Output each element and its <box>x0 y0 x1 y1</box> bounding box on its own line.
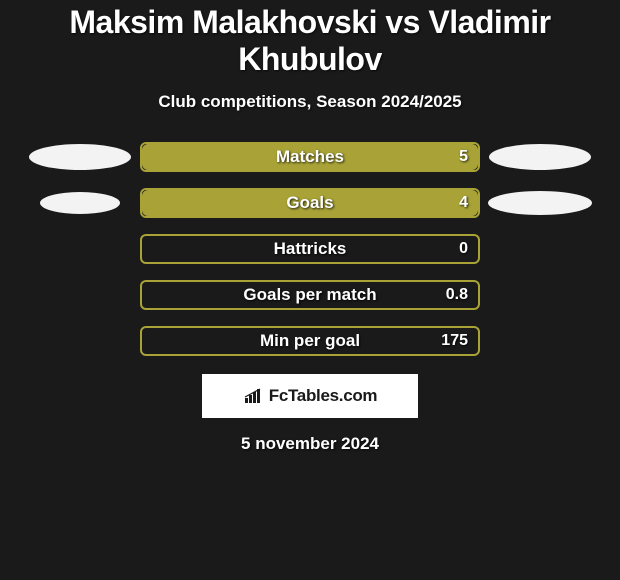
bar-chart-icon <box>243 387 265 405</box>
stat-bar-label: Goals per match <box>243 285 376 305</box>
player-photo-placeholder <box>488 191 592 215</box>
stat-row: Hattricks 0 <box>10 234 610 264</box>
stat-bar: Hattricks 0 <box>140 234 480 264</box>
date-label: 5 november 2024 <box>0 434 620 454</box>
stat-value-right: 0.8 <box>446 286 468 304</box>
stat-row: Min per goal 175 <box>10 326 610 356</box>
stat-bar: Goals per match 0.8 <box>140 280 480 310</box>
player-photo-placeholder <box>489 144 591 170</box>
stat-row: Goals 4 <box>10 188 610 218</box>
stat-bar: Goals 4 <box>140 188 480 218</box>
right-avatar-slot <box>480 191 600 215</box>
stat-value-right: 4 <box>459 194 468 212</box>
logo-box: FcTables.com <box>202 374 418 418</box>
stat-value-right: 0 <box>459 240 468 258</box>
stat-bar: Matches 5 <box>140 142 480 172</box>
player-photo-placeholder <box>40 192 120 214</box>
stats-chart: Matches 5 Goals 4 Hattricks 0 Goals per match 0… <box>0 142 620 356</box>
stat-bar-label: Hattricks <box>274 239 347 259</box>
stat-bar-label: Goals <box>286 193 333 213</box>
player-photo-placeholder <box>29 144 131 170</box>
infographic-container: Maksim Malakhovski vs Vladimir Khubulov … <box>0 0 620 454</box>
subtitle: Club competitions, Season 2024/2025 <box>0 92 620 112</box>
right-avatar-slot <box>480 144 600 170</box>
stat-value-right: 175 <box>441 332 468 350</box>
stat-value-right: 5 <box>459 148 468 166</box>
logo-text: FcTables.com <box>269 386 378 406</box>
stat-bar-label: Matches <box>276 147 344 167</box>
stat-row: Matches 5 <box>10 142 610 172</box>
left-avatar-slot <box>20 192 140 214</box>
stat-bar: Min per goal 175 <box>140 326 480 356</box>
left-avatar-slot <box>20 144 140 170</box>
stat-bar-label: Min per goal <box>260 331 360 351</box>
stat-row: Goals per match 0.8 <box>10 280 610 310</box>
page-title: Maksim Malakhovski vs Vladimir Khubulov <box>0 4 620 78</box>
